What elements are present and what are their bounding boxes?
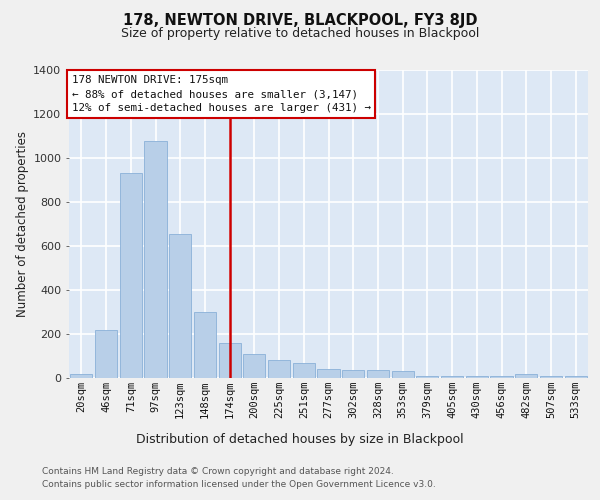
Bar (416, 376, 439, 378)
Bar (169, 234, 191, 378)
Bar (293, 363, 315, 378)
Text: 178 NEWTON DRIVE: 175sqm
← 88% of detached houses are smaller (3,147)
12% of sem: 178 NEWTON DRIVE: 175sqm ← 88% of detach… (71, 74, 371, 114)
Bar (515, 374, 538, 378)
Bar (218, 343, 241, 378)
Bar (367, 370, 389, 378)
Bar (119, 173, 142, 378)
Text: Contains HM Land Registry data © Crown copyright and database right 2024.: Contains HM Land Registry data © Crown c… (42, 468, 394, 476)
Text: Size of property relative to detached houses in Blackpool: Size of property relative to detached ho… (121, 28, 479, 40)
Bar (268, 360, 290, 378)
Bar (342, 370, 364, 378)
Bar (540, 376, 562, 378)
Bar (392, 372, 414, 378)
Bar (565, 376, 587, 378)
Text: 178, NEWTON DRIVE, BLACKPOOL, FY3 8JD: 178, NEWTON DRIVE, BLACKPOOL, FY3 8JD (123, 12, 477, 28)
Text: Distribution of detached houses by size in Blackpool: Distribution of detached houses by size … (136, 432, 464, 446)
Bar (243, 354, 265, 378)
Bar (194, 312, 216, 378)
Text: Contains public sector information licensed under the Open Government Licence v3: Contains public sector information licen… (42, 480, 436, 489)
Bar (441, 376, 463, 378)
Bar (466, 376, 488, 378)
Bar (95, 330, 117, 378)
Bar (145, 142, 167, 378)
Y-axis label: Number of detached properties: Number of detached properties (16, 130, 29, 317)
Bar (70, 374, 92, 378)
Bar (317, 369, 340, 378)
Bar (490, 376, 512, 378)
